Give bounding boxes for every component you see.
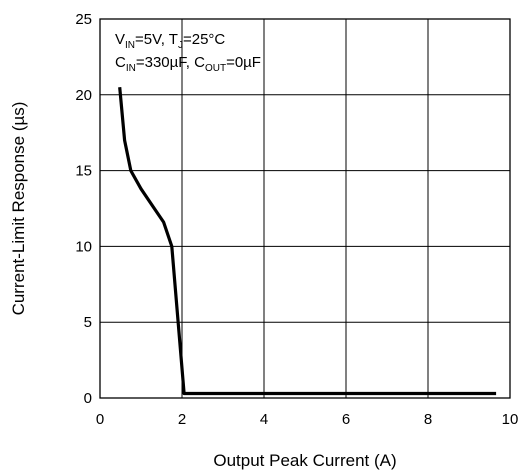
- series-layer: [118, 87, 497, 396]
- x-tick-label: 8: [424, 411, 432, 428]
- x-tick-label: 6: [342, 411, 350, 428]
- y-axis-title: Current-Limit Response (µs): [9, 102, 28, 316]
- series-line: [118, 87, 497, 396]
- x-tick-labels: 0 2 4 6 8 10: [96, 411, 519, 428]
- condition-line2: CIN=330µF, COUT=0µF: [115, 54, 261, 74]
- y-tick-labels: 0 5 10 15 20 25: [75, 11, 92, 407]
- y-tick-label: 0: [84, 390, 92, 407]
- y-tick-label: 10: [75, 238, 92, 255]
- x-tick-label: 10: [502, 411, 519, 428]
- y-tick-label: 25: [75, 11, 92, 28]
- x-tick-label: 0: [96, 411, 104, 428]
- condition-line1: VIN=5V, TJ=25°C: [115, 31, 225, 51]
- x-tick-label: 2: [178, 411, 186, 428]
- x-axis-title: Output Peak Current (A): [213, 451, 396, 470]
- y-tick-label: 5: [84, 314, 92, 331]
- grid-lines: [100, 19, 510, 398]
- test-conditions-annotation: VIN=5V, TJ=25°C CIN=330µF, COUT=0µF: [115, 31, 261, 74]
- x-tick-label: 4: [260, 411, 268, 428]
- plot-frame: [99, 18, 511, 399]
- y-tick-label: 15: [75, 163, 92, 180]
- y-tick-label: 20: [75, 87, 92, 104]
